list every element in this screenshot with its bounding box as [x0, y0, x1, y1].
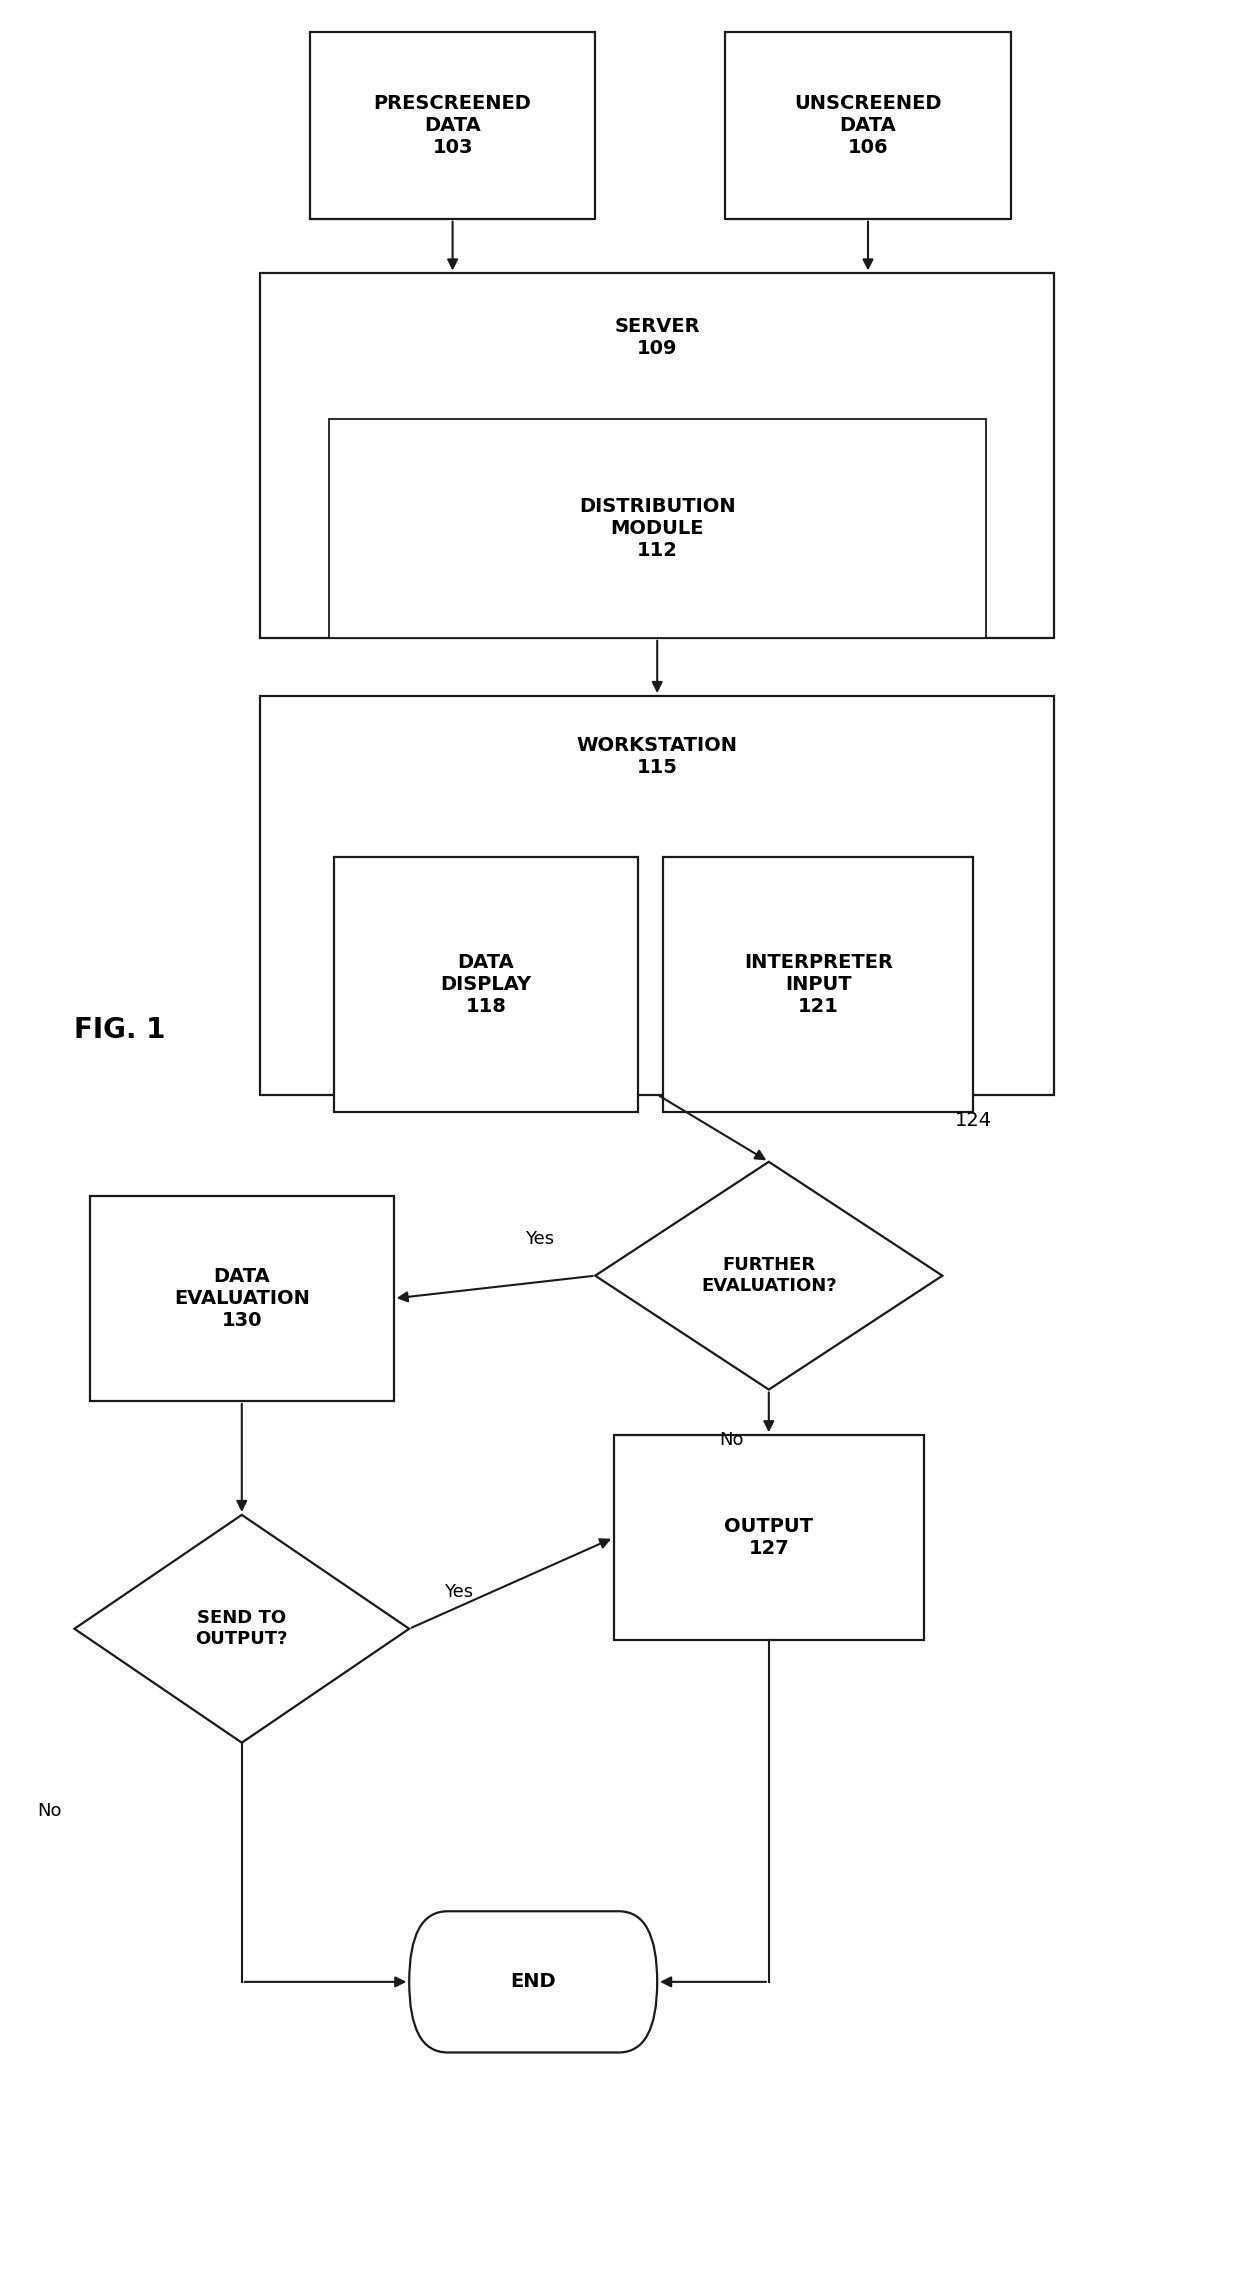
Text: DATA
DISPLAY
118: DATA DISPLAY 118	[440, 952, 532, 1016]
Text: FIG. 1: FIG. 1	[74, 1016, 166, 1043]
Text: No: No	[719, 1431, 744, 1449]
Text: PRESCREENED
DATA
103: PRESCREENED DATA 103	[373, 93, 532, 157]
Text: 124: 124	[955, 1112, 992, 1130]
FancyBboxPatch shape	[409, 1911, 657, 2052]
Text: DATA
EVALUATION
130: DATA EVALUATION 130	[174, 1267, 310, 1330]
Bar	[91, 1196, 394, 1401]
Text: OUTPUT
127: OUTPUT 127	[724, 1517, 813, 1558]
Text: UNSCREENED
DATA
106: UNSCREENED DATA 106	[795, 93, 941, 157]
Bar	[260, 273, 1054, 638]
Bar	[725, 32, 1011, 219]
Text: INTERPRETER
INPUT
121: INTERPRETER INPUT 121	[744, 952, 893, 1016]
Bar	[329, 419, 986, 638]
Polygon shape	[74, 1515, 409, 1743]
Text: No: No	[37, 1802, 62, 1820]
Text: END: END	[511, 1973, 556, 1991]
Text: Yes: Yes	[525, 1230, 554, 1248]
Text: Yes: Yes	[444, 1583, 474, 1601]
Polygon shape	[595, 1162, 942, 1390]
Bar	[260, 697, 1054, 1096]
Bar	[614, 1435, 924, 1640]
Text: FURTHER
EVALUATION?: FURTHER EVALUATION?	[701, 1255, 837, 1296]
Text: SEND TO
OUTPUT?: SEND TO OUTPUT?	[196, 1608, 288, 1649]
Text: SERVER
109: SERVER 109	[614, 317, 701, 358]
Text: DISTRIBUTION
MODULE
112: DISTRIBUTION MODULE 112	[579, 497, 735, 560]
Text: WORKSTATION
115: WORKSTATION 115	[577, 736, 738, 777]
Bar	[310, 32, 595, 219]
Bar	[663, 857, 973, 1112]
Bar	[335, 857, 637, 1112]
